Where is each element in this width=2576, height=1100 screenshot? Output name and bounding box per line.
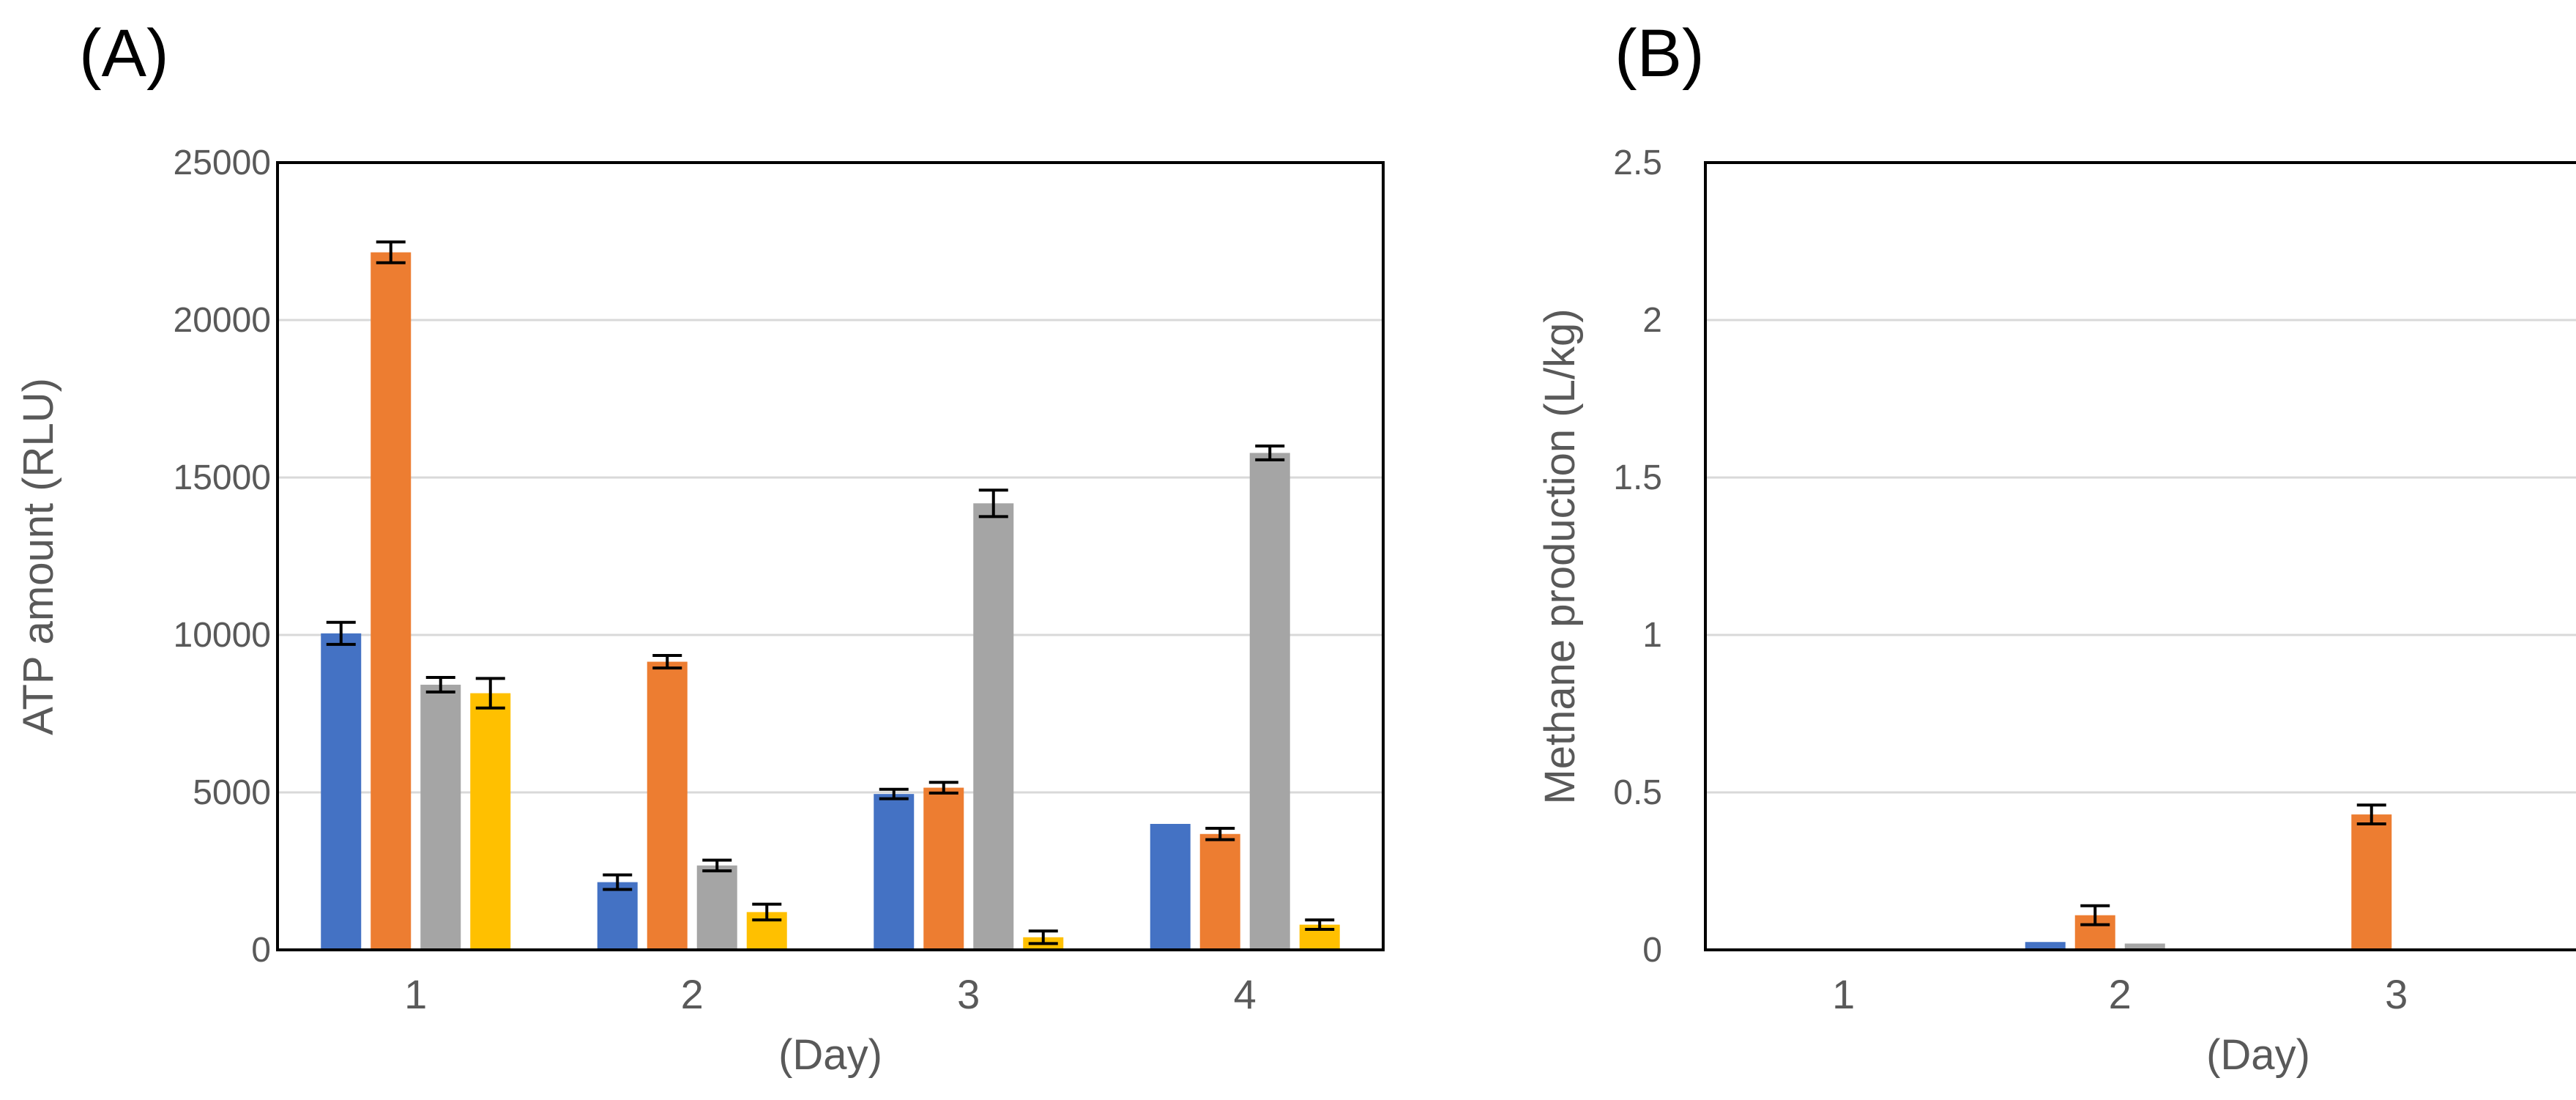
panel-a-bar (923, 787, 964, 950)
panel-a-y-tick-labels: 0 5000 10000 15000 20000 25000 (174, 144, 271, 970)
panel-b-error-bar (2080, 904, 2110, 926)
panel-a-x-axis-title: (Day) (778, 1031, 882, 1079)
panel-a-bars (321, 252, 1340, 950)
panel-a-x-category-label: 2 (681, 971, 704, 1017)
panel-a-error-bar (978, 488, 1008, 519)
panel-a-plot-frame (276, 161, 1385, 951)
panel-a-bar (874, 794, 915, 950)
panel-a-bar (1199, 833, 1240, 950)
panel-a-bar (470, 693, 511, 950)
panel-a-y-tick-label: 5000 (193, 773, 271, 812)
panel-a-error-bar (1028, 929, 1058, 945)
panel-a: (A) 0 5000 10000 15000 20000 25000 1 2 3 4 ATP a… (15, 16, 1385, 1079)
panel-b-bars (2025, 814, 2492, 950)
panel-a-y-tick-label: 10000 (174, 616, 271, 655)
panel-b-error-bars (2080, 803, 2386, 926)
panel-a-bar (647, 661, 688, 950)
panel-b-bar (2124, 943, 2165, 950)
panel-b-x-category-label: 3 (2385, 971, 2408, 1017)
panel-b-y-tick-label: 1.5 (1613, 458, 1662, 497)
panel-a-x-category-label: 1 (404, 971, 427, 1017)
panel-a-gridlines (278, 319, 1383, 794)
panel-a-bar (696, 865, 737, 950)
panel-a-x-category-label: 4 (1234, 971, 1257, 1017)
panel-a-bar (1249, 453, 1290, 950)
panel-a-error-bar (702, 858, 732, 873)
panel-a-error-bar (928, 781, 958, 795)
panel-b-y-tick-label: 2.5 (1613, 144, 1662, 182)
panel-b-x-axis-title: (Day) (2206, 1031, 2310, 1079)
panel-b-plot-frame (1704, 161, 2576, 951)
panel-b-bar (2351, 814, 2392, 950)
panel-a-error-bar (475, 677, 505, 710)
panel-a-y-tick-label: 0 (251, 931, 271, 970)
panel-a-error-bars (326, 240, 1335, 945)
panel-a-error-bar (326, 620, 356, 646)
panel-a-error-bar (1255, 445, 1285, 461)
panel-b-y-tick-labels: 0 0.5 1 1.5 2 2.5 (1613, 144, 1662, 970)
panel-a-bar (973, 503, 1014, 950)
panel-a-error-bar (652, 653, 682, 670)
panel-a-y-tick-label: 15000 (174, 458, 271, 497)
panel-a-y-axis-title: ATP amount (RLU) (15, 378, 62, 735)
panel-a-error-bar (603, 873, 633, 891)
panel-a-error-bar (879, 787, 909, 800)
panel-b-x-category-label: 2 (2109, 971, 2132, 1017)
panel-a-bar (420, 684, 461, 950)
panel-a-bar (321, 633, 362, 950)
panel-b-y-tick-label: 0 (1642, 931, 1662, 970)
panel-b-gridlines (1705, 319, 2576, 794)
panel-b-bar (2025, 942, 2066, 950)
panel-a-error-bar (1305, 918, 1335, 932)
panel-b-y-axis-title: Methane production (L/kg) (1536, 308, 1584, 804)
panel-a-y-tick-label: 25000 (174, 144, 271, 182)
panel-a-error-bar (1205, 827, 1235, 841)
panel-a-error-bar (376, 240, 406, 264)
panel-b-y-tick-label: 1 (1642, 616, 1662, 655)
panel-a-bar (1150, 824, 1191, 950)
panel-a-error-bar (752, 902, 782, 922)
panel-a-y-tick-label: 20000 (174, 301, 271, 340)
panel-b-y-tick-label: 0.5 (1613, 773, 1662, 812)
panel-a-error-bar (425, 676, 455, 694)
panel-a-bar (597, 882, 638, 950)
panel-b-x-category-label: 1 (1832, 971, 1855, 1017)
panel-b-label: (B) (1615, 16, 1705, 91)
panel-a-label: (A) (79, 16, 169, 91)
panel-a-x-category-label: 3 (957, 971, 980, 1017)
panel-a-x-category-labels: 1 2 3 4 (404, 971, 1257, 1017)
panel-b-y-tick-label: 2 (1642, 301, 1662, 340)
panel-a-bar (371, 252, 412, 950)
panel-b-error-bar (2356, 803, 2386, 825)
